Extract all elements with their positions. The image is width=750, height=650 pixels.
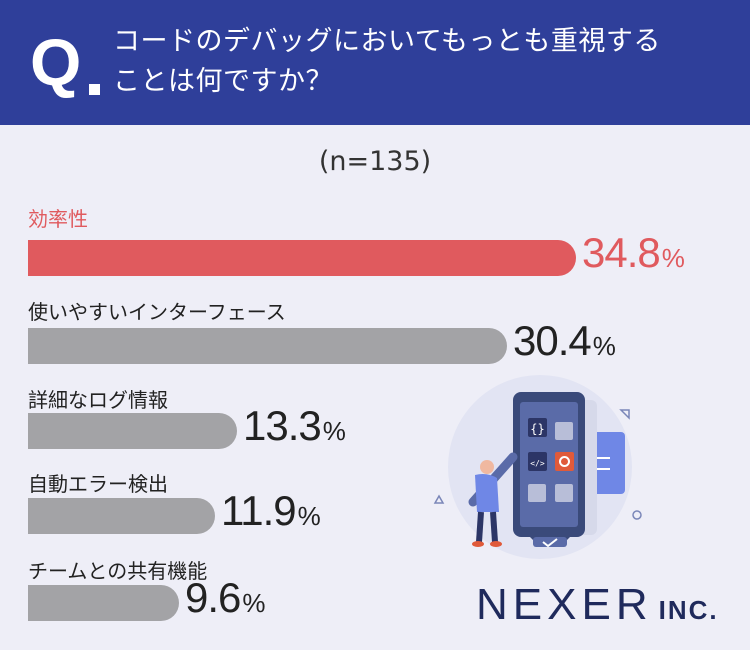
value-unit: % <box>592 331 616 361</box>
value-label: 34.8% <box>582 229 685 277</box>
svg-text:{}: {} <box>530 422 544 436</box>
value-number: 30.4 <box>513 317 592 364</box>
value-label: 9.6% <box>185 574 266 622</box>
category-label: 使いやすいインターフェース <box>28 300 286 324</box>
q-mark: Q <box>30 25 82 99</box>
sample-size: (n=135) <box>318 146 432 177</box>
value-label: 11.9% <box>221 487 321 535</box>
developer-illustration-icon: {} </> <box>433 375 642 559</box>
value-number: 13.3 <box>243 402 322 449</box>
value-unit: % <box>297 501 321 531</box>
bar <box>28 585 179 621</box>
value-unit: % <box>242 588 266 618</box>
question-line-2: ことは何ですか？ <box>113 66 333 97</box>
category-label: チームとの共有機能 <box>28 559 208 583</box>
logo-name: NEXER <box>476 580 653 629</box>
category-label: 自動エラー検出 <box>28 472 168 496</box>
value-number: 34.8 <box>582 229 661 276</box>
question-line-1: コードのデバッグにおいてもっとも重視する <box>113 26 661 57</box>
value-unit: % <box>322 416 346 446</box>
bar <box>28 498 215 534</box>
q-dot <box>89 84 100 95</box>
svg-text:</>: </> <box>530 459 545 468</box>
value-label: 13.3% <box>243 402 346 450</box>
bar <box>28 413 237 449</box>
bar <box>28 240 576 276</box>
question-header: Q コードのデバッグにおいてもっとも重視する ことは何ですか？ <box>0 0 750 125</box>
logo-suffix: INC. <box>658 595 719 625</box>
bar <box>28 328 507 364</box>
question-text: コードのデバッグにおいてもっとも重視する ことは何ですか？ <box>113 22 733 102</box>
value-number: 11.9 <box>221 487 297 534</box>
category-label: 効率性 <box>28 207 88 231</box>
category-label: 詳細なログ情報 <box>28 388 168 412</box>
value-unit: % <box>661 243 685 273</box>
nexer-logo: NEXER INC. <box>476 580 719 630</box>
value-label: 30.4% <box>513 317 616 365</box>
value-number: 9.6 <box>185 574 241 621</box>
